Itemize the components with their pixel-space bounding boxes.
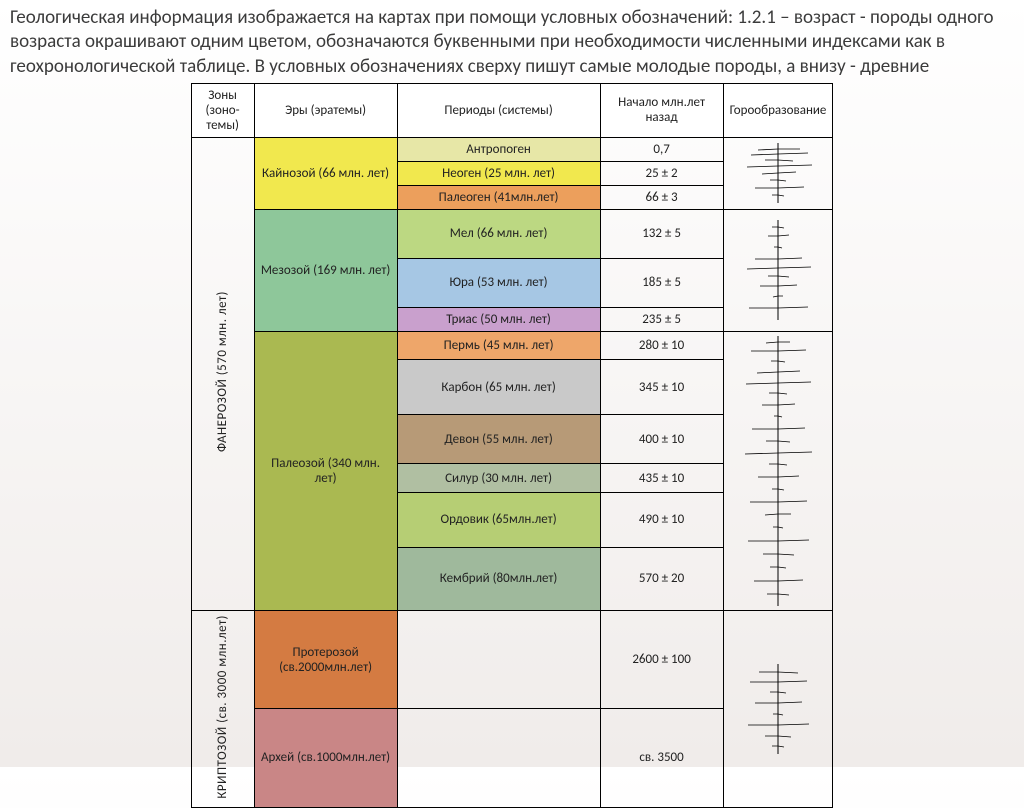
oro-cryptozoic — [723, 610, 833, 807]
header-eras: Эры (эратемы) — [254, 83, 397, 137]
table-container: Зоны (зоно-темы) Эры (эратемы) Периоды (… — [0, 83, 1024, 808]
header-zones: Зоны (зоно-темы) — [191, 83, 254, 137]
oro-svg-1 — [738, 143, 818, 203]
start-carbon: 345 ± 10 — [600, 360, 723, 415]
period-jurassic: Юра (53 млн. лет) — [397, 258, 600, 307]
zone-cryptozoic: КРИПТОЗОЙ (св. 3000 млн.лет) — [191, 610, 254, 807]
period-devonian: Девон (55 млн. лет) — [397, 415, 600, 464]
period-ordovician: Ордовик (65млн.лет) — [397, 492, 600, 547]
row-cretaceous: Мезозой (169 млн. лет) Мел (66 млн. лет)… — [191, 209, 833, 258]
era-cenozoic: Кайнозой (66 млн. лет) — [254, 137, 397, 209]
intro-text: Геологическая информация изображается на… — [0, 0, 1024, 81]
start-paleogene: 66 ± 3 — [600, 185, 723, 209]
start-devonian: 400 ± 10 — [600, 415, 723, 464]
oro-svg-3 — [738, 336, 818, 606]
period-cambrian: Кембрий (80млн.лет) — [397, 547, 600, 610]
oro-cenozoic — [723, 137, 833, 209]
period-triassic: Триас (50 млн. лет) — [397, 307, 600, 331]
oro-svg-2 — [738, 220, 818, 320]
geochron-table: Зоны (зоно-темы) Эры (эратемы) Периоды (… — [191, 83, 834, 808]
start-neogene: 25 ± 2 — [600, 161, 723, 185]
period-carbon: Карбон (65 млн. лет) — [397, 360, 600, 415]
zone-phanerozoic: ФАНЕРОЗОЙ (570 млн. лет) — [191, 137, 254, 610]
start-cretaceous: 132 ± 5 — [600, 209, 723, 258]
row-anthropogen: ФАНЕРОЗОЙ (570 млн. лет) Кайнозой (66 мл… — [191, 137, 833, 161]
start-silurian: 435 ± 10 — [600, 464, 723, 493]
era-proterozoic: Протерозой (св.2000млн.лет) — [254, 610, 397, 708]
period-proterozoic-empty — [397, 610, 600, 708]
start-anthropogen: 0,7 — [600, 137, 723, 161]
period-neogene: Неоген (25 млн. лет) — [397, 161, 600, 185]
row-proterozoic: КРИПТОЗОЙ (св. 3000 млн.лет) Протерозой … — [191, 610, 833, 708]
oro-mesozoic — [723, 209, 833, 331]
period-cretaceous: Мел (66 млн. лет) — [397, 209, 600, 258]
start-jurassic: 185 ± 5 — [600, 258, 723, 307]
start-permian: 280 ± 10 — [600, 331, 723, 360]
header-row: Зоны (зоно-темы) Эры (эратемы) Периоды (… — [191, 83, 833, 137]
start-ordovician: 490 ± 10 — [600, 492, 723, 547]
zone-phanerozoic-label: ФАНЕРОЗОЙ (570 млн. лет) — [215, 291, 230, 452]
header-start: Начало млн.лет назад — [600, 83, 723, 137]
period-silurian: Силур (30 млн. лет) — [397, 464, 600, 493]
start-cambrian: 570 ± 20 — [600, 547, 723, 610]
era-archean: Архей (св.1000млн.лет) — [254, 709, 397, 807]
period-permian: Пермь (45 млн. лет) — [397, 331, 600, 360]
start-archean: св. 3500 — [600, 709, 723, 807]
start-triassic: 235 ± 5 — [600, 307, 723, 331]
oro-svg-4 — [738, 664, 818, 754]
period-paleogene: Палеоген (41млн.лет) — [397, 185, 600, 209]
header-oro: Горообразование — [723, 83, 833, 137]
zone-cryptozoic-label: КРИПТОЗОЙ (св. 3000 млн.лет) — [215, 615, 230, 799]
header-periods: Периоды (системы) — [397, 83, 600, 137]
row-permian: Палеозой (340 млн. лет) Пермь (45 млн. л… — [191, 331, 833, 360]
period-anthropogen: Антропоген — [397, 137, 600, 161]
era-paleozoic: Палеозой (340 млн. лет) — [254, 331, 397, 610]
oro-paleozoic — [723, 331, 833, 610]
period-archean-empty — [397, 709, 600, 807]
start-proterozoic: 2600 ± 100 — [600, 610, 723, 708]
era-mesozoic: Мезозой (169 млн. лет) — [254, 209, 397, 331]
